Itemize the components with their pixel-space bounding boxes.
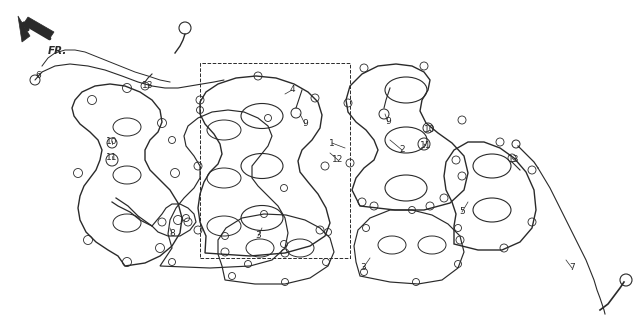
Text: 7: 7 <box>569 264 575 273</box>
Text: 1: 1 <box>329 139 335 148</box>
Text: 5: 5 <box>459 208 465 217</box>
Text: 6: 6 <box>35 72 41 80</box>
Text: 10: 10 <box>424 126 436 135</box>
Text: 9: 9 <box>302 120 308 128</box>
Text: 3: 3 <box>360 264 366 273</box>
Text: 13: 13 <box>142 81 154 91</box>
Text: 10: 10 <box>106 136 118 146</box>
Text: 3: 3 <box>255 232 261 240</box>
Text: 11: 11 <box>420 142 432 150</box>
Polygon shape <box>18 16 30 42</box>
Text: 9: 9 <box>385 117 391 127</box>
Text: 4: 4 <box>289 86 295 94</box>
Text: 12: 12 <box>332 156 344 164</box>
Text: 11: 11 <box>106 154 118 162</box>
Text: FR.: FR. <box>48 46 67 56</box>
Polygon shape <box>24 17 54 38</box>
Text: 8: 8 <box>169 230 175 238</box>
Text: 2: 2 <box>399 146 405 155</box>
Text: 13: 13 <box>508 156 520 164</box>
